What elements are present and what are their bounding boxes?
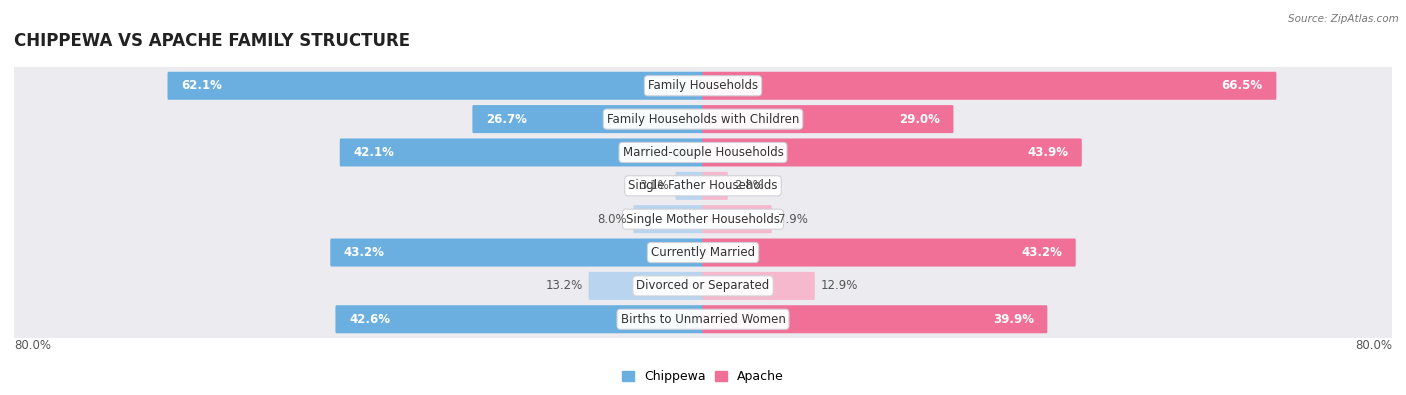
Text: 80.0%: 80.0% <box>1355 339 1392 352</box>
FancyBboxPatch shape <box>340 139 703 166</box>
FancyBboxPatch shape <box>167 72 703 100</box>
FancyBboxPatch shape <box>13 134 1393 171</box>
FancyBboxPatch shape <box>13 301 1393 338</box>
Text: Family Households: Family Households <box>648 79 758 92</box>
FancyBboxPatch shape <box>703 172 728 200</box>
Text: Single Father Households: Single Father Households <box>628 179 778 192</box>
FancyBboxPatch shape <box>703 72 1277 100</box>
FancyBboxPatch shape <box>703 139 1081 166</box>
FancyBboxPatch shape <box>676 172 703 200</box>
Text: 2.8%: 2.8% <box>734 179 763 192</box>
FancyBboxPatch shape <box>13 200 1393 238</box>
FancyBboxPatch shape <box>634 205 703 233</box>
FancyBboxPatch shape <box>13 100 1393 138</box>
Text: Married-couple Households: Married-couple Households <box>623 146 783 159</box>
Text: 3.1%: 3.1% <box>640 179 669 192</box>
Text: Single Mother Households: Single Mother Households <box>626 213 780 226</box>
FancyBboxPatch shape <box>13 234 1393 271</box>
Text: 39.9%: 39.9% <box>993 313 1033 326</box>
Text: Births to Unmarried Women: Births to Unmarried Women <box>620 313 786 326</box>
Text: 66.5%: 66.5% <box>1222 79 1263 92</box>
Text: 80.0%: 80.0% <box>14 339 51 352</box>
Text: 42.6%: 42.6% <box>349 313 389 326</box>
Text: 62.1%: 62.1% <box>181 79 222 92</box>
FancyBboxPatch shape <box>330 239 703 267</box>
Text: Family Households with Children: Family Households with Children <box>607 113 799 126</box>
Text: Divorced or Separated: Divorced or Separated <box>637 279 769 292</box>
Text: 43.9%: 43.9% <box>1028 146 1069 159</box>
Text: CHIPPEWA VS APACHE FAMILY STRUCTURE: CHIPPEWA VS APACHE FAMILY STRUCTURE <box>14 32 411 50</box>
FancyBboxPatch shape <box>13 267 1393 305</box>
FancyBboxPatch shape <box>703 205 772 233</box>
Text: 13.2%: 13.2% <box>546 279 582 292</box>
Text: Source: ZipAtlas.com: Source: ZipAtlas.com <box>1288 14 1399 24</box>
FancyBboxPatch shape <box>589 272 703 300</box>
Text: 29.0%: 29.0% <box>898 113 939 126</box>
Text: 8.0%: 8.0% <box>598 213 627 226</box>
FancyBboxPatch shape <box>336 305 703 333</box>
FancyBboxPatch shape <box>703 239 1076 267</box>
Text: 7.9%: 7.9% <box>778 213 808 226</box>
FancyBboxPatch shape <box>703 305 1047 333</box>
Text: 42.1%: 42.1% <box>353 146 394 159</box>
Text: 43.2%: 43.2% <box>1021 246 1062 259</box>
Text: 43.2%: 43.2% <box>344 246 385 259</box>
Text: 12.9%: 12.9% <box>821 279 858 292</box>
Legend: Chippewa, Apache: Chippewa, Apache <box>617 365 789 388</box>
FancyBboxPatch shape <box>703 105 953 133</box>
Text: 26.7%: 26.7% <box>486 113 527 126</box>
FancyBboxPatch shape <box>13 67 1393 105</box>
FancyBboxPatch shape <box>472 105 703 133</box>
Text: Currently Married: Currently Married <box>651 246 755 259</box>
FancyBboxPatch shape <box>13 167 1393 205</box>
FancyBboxPatch shape <box>703 272 815 300</box>
